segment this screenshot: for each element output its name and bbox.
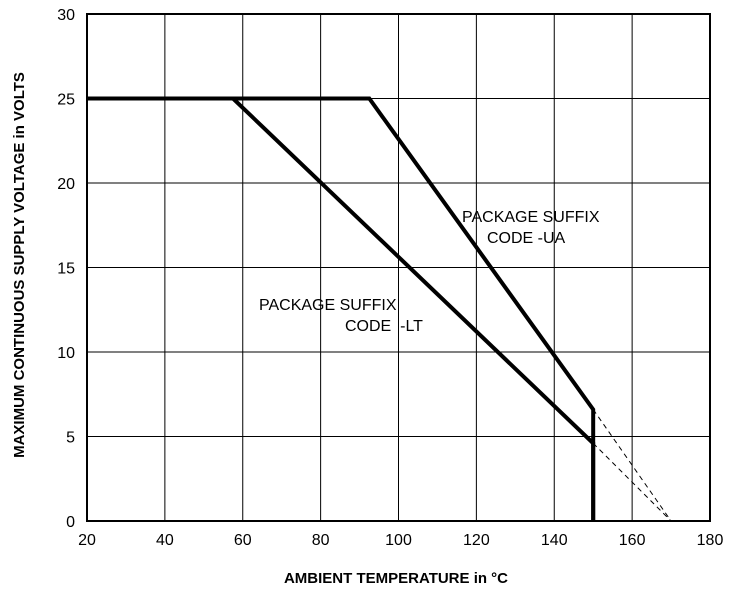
annotation-lt-line1: PACKAGE SUFFIX bbox=[259, 297, 397, 314]
derating-curve-1 bbox=[87, 96, 596, 521]
x-tick-label: 140 bbox=[541, 532, 568, 549]
y-tick-label: 30 bbox=[57, 7, 75, 24]
x-axis-title: AMBIENT TEMPERATURE in °C bbox=[284, 570, 508, 587]
y-axis-title: MAXIMUM CONTINUOUS SUPPLY VOLTAGE in VOL… bbox=[11, 72, 28, 458]
y-tick-label: 5 bbox=[66, 430, 75, 447]
x-tick-label: 60 bbox=[234, 532, 252, 549]
extrapolation-line-3 bbox=[592, 442, 672, 522]
y-tick-label: 15 bbox=[57, 261, 75, 278]
x-tick-label: 40 bbox=[156, 532, 174, 549]
y-tick-label: 20 bbox=[57, 176, 75, 193]
annotation-lt-line2: CODE -LT bbox=[345, 318, 423, 335]
grid bbox=[86, 13, 711, 522]
y-axis-ticks: 0 5 10 15 20 25 30 bbox=[57, 7, 75, 531]
x-tick-label: 180 bbox=[697, 532, 724, 549]
x-axis-ticks: 20 40 60 80 100 120 140 160 180 bbox=[78, 532, 723, 549]
annotation-ua-line1: PACKAGE SUFFIX bbox=[462, 209, 600, 226]
x-tick-label: 160 bbox=[619, 532, 646, 549]
y-tick-label: 10 bbox=[57, 345, 75, 362]
extrapolation-line-2 bbox=[592, 409, 672, 522]
y-tick-label: 25 bbox=[57, 92, 75, 109]
annotation-ua-line2: CODE -UA bbox=[487, 230, 566, 247]
series-layer bbox=[87, 96, 672, 522]
x-tick-label: 80 bbox=[312, 532, 330, 549]
y-tick-label: 0 bbox=[66, 514, 75, 531]
x-tick-label: 20 bbox=[78, 532, 96, 549]
x-tick-label: 100 bbox=[385, 532, 412, 549]
plot-frame bbox=[86, 13, 711, 522]
x-tick-label: 120 bbox=[463, 532, 490, 549]
